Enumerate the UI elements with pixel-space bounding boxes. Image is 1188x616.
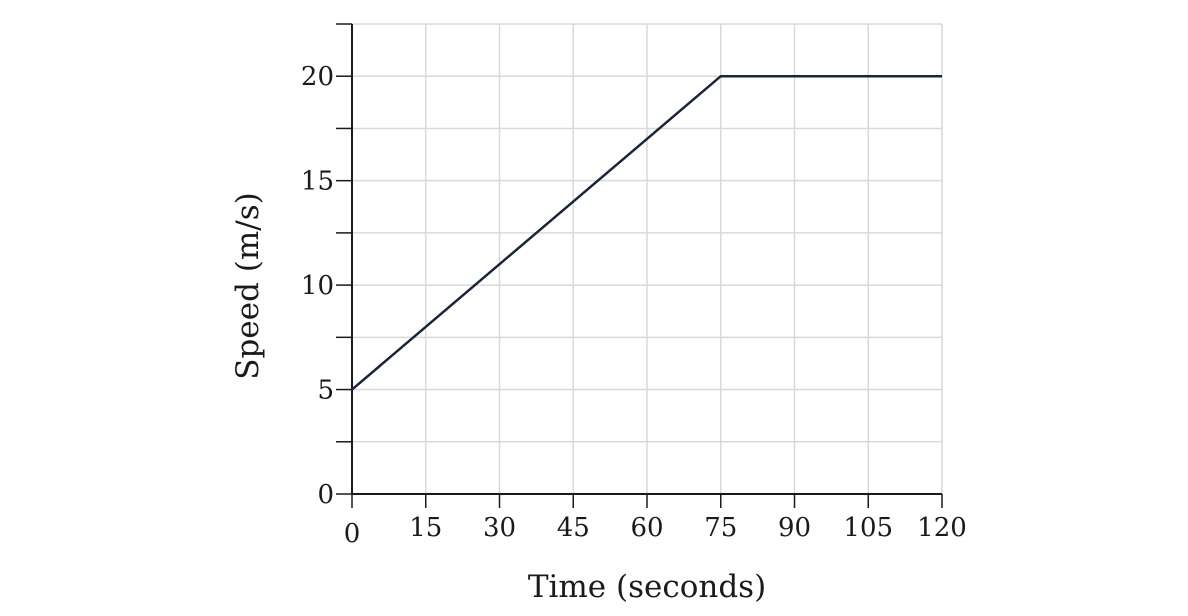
x-tick-label: 30 [483,513,516,543]
data-series [351,74,942,391]
y-tick-label: 0 [317,480,334,510]
y-tick-label: 5 [317,376,334,406]
y-axis-label: Speed (m/s) [230,192,266,379]
speed-line [351,74,942,391]
y-tick-label: 15 [301,167,334,197]
y-tick-label: 10 [301,271,334,301]
x-axis-label: Time (seconds) [528,569,766,605]
x-tick-label: 105 [843,513,893,543]
x-tick-label: 45 [557,513,590,543]
x-tick-label: 15 [409,513,442,543]
tick-labels: 0 5 10 15 20 0 15 30 45 60 75 90 105 120 [301,62,967,549]
y-tick-label: 20 [301,62,334,92]
grid-lines [352,23,943,494]
x-tick-label: 0 [344,519,361,549]
axes [336,23,943,508]
x-tick-label: 60 [630,513,663,543]
x-tick-label: 120 [917,513,967,543]
x-tick-label: 90 [778,513,811,543]
x-tick-label: 75 [704,513,737,543]
